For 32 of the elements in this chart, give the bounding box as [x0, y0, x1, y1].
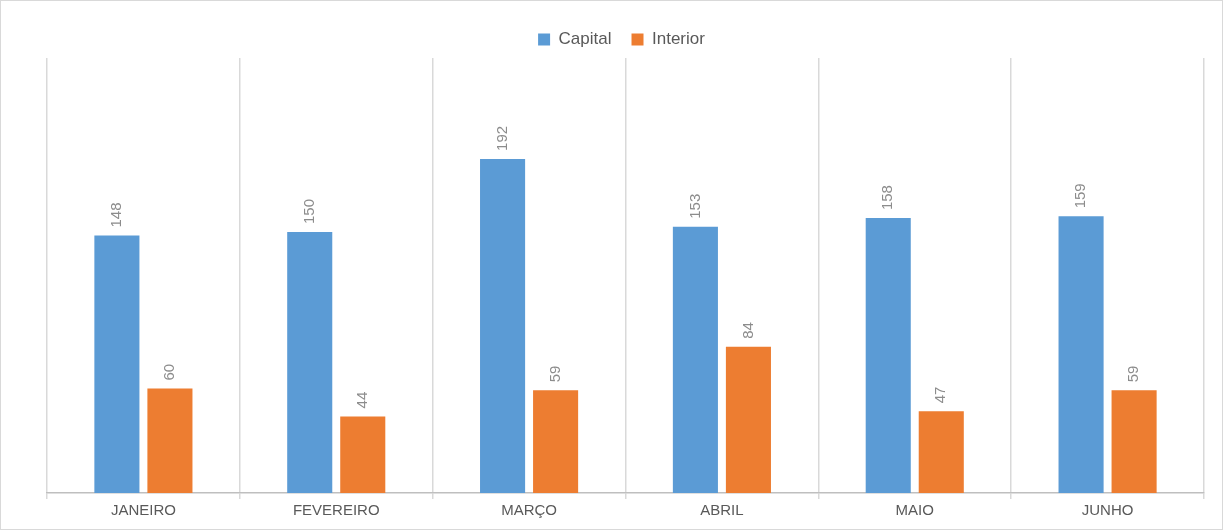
data-label: 84	[738, 322, 756, 339]
data-label: 59	[1124, 365, 1142, 383]
bar	[725, 346, 771, 493]
data-label: 148	[107, 202, 125, 228]
bar	[865, 218, 911, 493]
data-label: 159	[1071, 183, 1089, 209]
data-label: 192	[492, 125, 510, 151]
bar	[340, 416, 386, 493]
bar	[147, 388, 193, 493]
bar	[918, 411, 964, 493]
bar	[672, 226, 718, 493]
legend-label: Interior	[652, 29, 706, 49]
bar	[533, 390, 579, 493]
legend-label: Capital	[558, 29, 612, 49]
x-tick-label: ABRIL	[700, 501, 744, 519]
bar	[1058, 216, 1104, 493]
bar	[287, 232, 333, 493]
bar	[94, 235, 140, 493]
data-label: 59	[545, 365, 563, 383]
x-tick-label: JANEIRO	[110, 501, 176, 519]
bar	[480, 158, 526, 493]
data-label: 60	[160, 363, 178, 381]
x-tick-label: MARÇO	[501, 501, 558, 519]
data-label: 44	[352, 391, 370, 409]
x-tick-label: JUNHO	[1081, 501, 1134, 519]
data-label: 158	[878, 185, 896, 211]
x-tick-label: FEVEREIRO	[292, 501, 380, 519]
bar	[1111, 390, 1157, 493]
data-label: 47	[931, 386, 949, 404]
data-label: 150	[299, 198, 317, 224]
x-tick-label: MAIO	[895, 501, 934, 519]
data-label: 153	[685, 193, 703, 219]
